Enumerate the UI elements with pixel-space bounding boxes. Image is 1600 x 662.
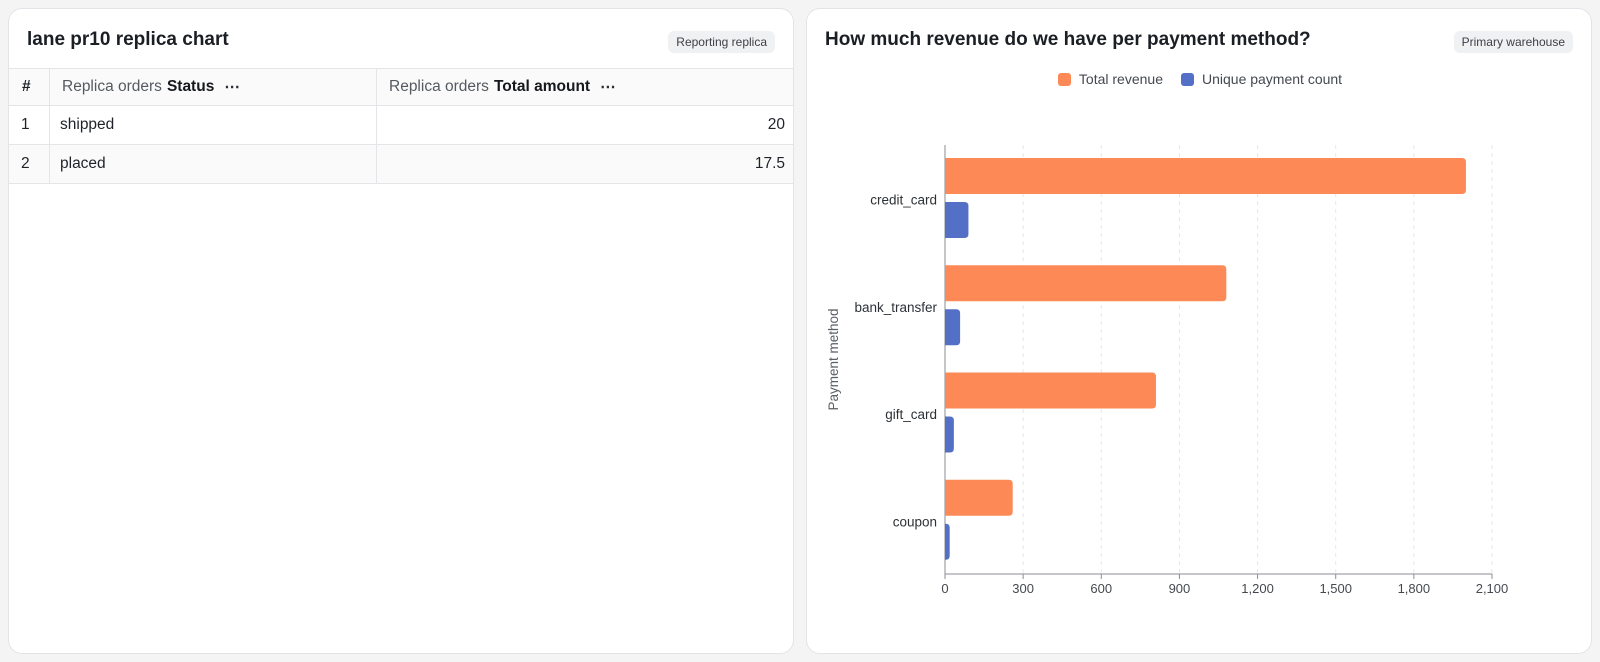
legend-label: Unique payment count [1201, 71, 1343, 87]
chart-card: How much revenue do we have per payment … [806, 8, 1592, 654]
table-row: 1 shipped 20 [9, 106, 793, 145]
y-category-label: coupon [893, 514, 937, 529]
legend-item-total-revenue[interactable]: Total revenue [1057, 71, 1163, 87]
chart-legend: Total revenue Unique payment count [807, 71, 1591, 87]
y-category-label: bank_transfer [854, 300, 937, 315]
amount-cell: 20 [767, 116, 785, 133]
table-card: lane pr10 replica chart Reporting replic… [8, 8, 794, 654]
bar-total-revenue-coupon[interactable] [945, 479, 1013, 516]
x-tick-label: 1,800 [1398, 581, 1431, 596]
status-column-header[interactable]: Replica orders Status ⋯ [50, 69, 377, 105]
index-column-header: # [9, 69, 50, 105]
bar-unique-payment-count-credit_card[interactable] [945, 202, 969, 238]
bar-chart: 0 300 600 900 1,200 1,500 1,800 2,100 credit_car… [826, 145, 1509, 596]
column-header-field: Status [166, 78, 215, 95]
x-tick-label: 1,200 [1241, 581, 1274, 596]
bar-total-revenue-credit_card[interactable] [945, 158, 1466, 194]
amount-cell: 17.5 [754, 155, 785, 172]
column-menu-icon[interactable]: ⋯ [600, 78, 617, 96]
column-header-prefix: Replica orders [389, 78, 489, 95]
results-table: # Replica orders Status ⋯ Replica orders… [9, 68, 793, 184]
x-tick-label: 600 [1090, 581, 1112, 596]
card-title: lane pr10 replica chart [27, 29, 229, 50]
bar-unique-payment-count-coupon[interactable] [945, 523, 950, 560]
column-header-field: Total amount [493, 78, 591, 95]
y-category-label: credit_card [870, 193, 937, 208]
y-category-label: gift_card [885, 407, 937, 422]
x-tick-label: 2,100 [1476, 581, 1509, 596]
column-menu-icon[interactable]: ⋯ [224, 78, 241, 96]
total-amount-column-header[interactable]: Replica orders Total amount ⋯ [377, 69, 793, 105]
x-tick-label: 0 [941, 581, 948, 596]
bar-total-revenue-gift_card[interactable] [945, 372, 1156, 409]
bar-total-revenue-bank_transfer[interactable] [945, 265, 1227, 302]
x-tick-label: 900 [1169, 581, 1191, 596]
status-cell: shipped [50, 106, 377, 144]
table-row: 2 placed 17.5 [9, 145, 793, 184]
x-tick-label: 300 [1012, 581, 1034, 596]
row-index: 2 [9, 145, 50, 183]
legend-swatch [1180, 72, 1194, 86]
card-title: How much revenue do we have per payment … [825, 29, 1311, 50]
bar-unique-payment-count-bank_transfer[interactable] [945, 309, 961, 346]
data-source-badge: Primary warehouse [1453, 31, 1573, 53]
x-tick-label: 1,500 [1319, 581, 1352, 596]
data-source-badge: Reporting replica [668, 31, 775, 53]
y-axis-title: Payment method [826, 308, 841, 410]
bar-unique-payment-count-gift_card[interactable] [945, 416, 954, 453]
legend-item-unique-payment-count[interactable]: Unique payment count [1180, 71, 1343, 87]
legend-swatch [1057, 72, 1071, 86]
status-cell: placed [50, 145, 377, 183]
column-header-prefix: Replica orders [62, 78, 162, 95]
legend-label: Total revenue [1078, 71, 1163, 87]
row-index: 1 [9, 106, 50, 144]
table-header-row: # Replica orders Status ⋯ Replica orders… [9, 68, 793, 106]
